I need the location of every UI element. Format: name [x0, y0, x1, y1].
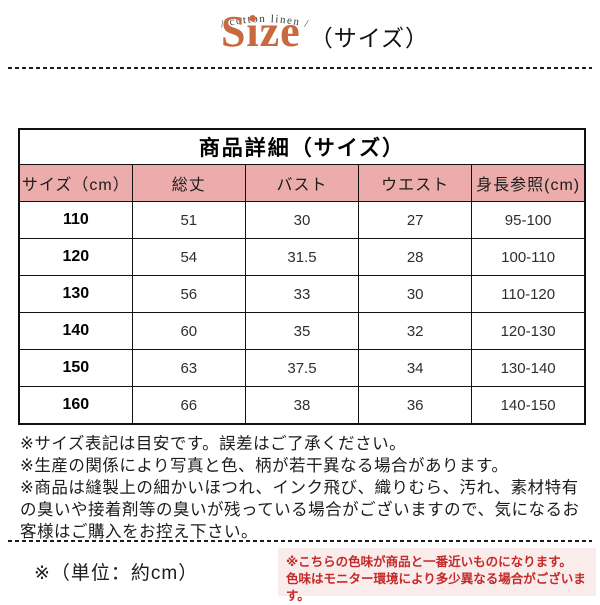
- header-cell-length: 総丈: [131, 164, 246, 202]
- cell-waist: 28: [358, 238, 473, 276]
- dashed-divider-bottom: [8, 540, 592, 542]
- cell-length: 56: [131, 275, 246, 313]
- table-caption-row: 商品詳細（サイズ）: [18, 128, 586, 165]
- table-row: 120 54 31.5 28 100-110: [18, 238, 586, 276]
- cell-length: 66: [131, 386, 246, 425]
- page-header: / cotton linen / Size （サイズ）: [0, 0, 600, 66]
- note-size-disclaimer: ※サイズ表記は目安です。誤差はご了承ください。: [20, 435, 407, 453]
- size-table: 商品詳細（サイズ） サイズ（cm） 総丈 バスト ウエスト 身長参照(cm) 1…: [18, 128, 586, 425]
- table-header-row: サイズ（cm） 総丈 バスト ウエスト 身長参照(cm): [18, 164, 586, 202]
- color-note-line1: ※こちらの色味が商品と一番近いものになります。: [286, 555, 572, 569]
- cell-height-ref: 130-140: [471, 349, 586, 387]
- cell-bust: 30: [244, 201, 360, 239]
- cell-bust: 38: [244, 386, 360, 425]
- cell-bust: 33: [244, 275, 360, 313]
- header-cell-height-ref: 身長参照(cm): [471, 164, 586, 202]
- page-title: Size （サイズ）: [0, 10, 600, 54]
- cell-size: 150: [18, 349, 133, 387]
- cell-bust: 37.5: [244, 349, 360, 387]
- cell-height-ref: 100-110: [471, 238, 586, 276]
- note-quality-disclaimer: ※商品は縫製上の細かいほつれ、インク飛び、織りむら、汚れ、素材特有の臭いや接着剤…: [20, 479, 580, 541]
- header-cell-size: サイズ（cm）: [18, 164, 133, 202]
- table-row: 160 66 38 36 140-150: [18, 386, 586, 425]
- cell-bust: 35: [244, 312, 360, 350]
- cell-height-ref: 140-150: [471, 386, 586, 425]
- note-color-pattern: ※生産の関係により写真と色、柄が若干異なる場合があります。: [20, 457, 509, 475]
- header-cell-bust: バスト: [244, 164, 360, 202]
- cell-waist: 32: [358, 312, 473, 350]
- svg-text:/ cotton linen /: / cotton linen /: [219, 13, 310, 31]
- table-row: 140 60 35 32 120-130: [18, 312, 586, 350]
- table-row: 150 63 37.5 34 130-140: [18, 349, 586, 387]
- header-cell-waist: ウエスト: [358, 164, 473, 202]
- cell-bust: 31.5: [244, 238, 360, 276]
- cell-size: 110: [18, 201, 133, 239]
- table-row: 110 51 30 27 95-100: [18, 201, 586, 239]
- dashed-divider-top: [8, 67, 592, 69]
- cell-waist: 30: [358, 275, 473, 313]
- cell-size: 140: [18, 312, 133, 350]
- cell-length: 63: [131, 349, 246, 387]
- cell-length: 60: [131, 312, 246, 350]
- table-caption: 商品詳細（サイズ）: [18, 128, 586, 165]
- cell-height-ref: 120-130: [471, 312, 586, 350]
- cell-waist: 27: [358, 201, 473, 239]
- brand-arc-label: / cotton linen /: [219, 13, 309, 31]
- cell-size: 120: [18, 238, 133, 276]
- cell-size: 160: [18, 386, 133, 425]
- cell-waist: 36: [358, 386, 473, 425]
- unit-note: ※（単位：約cm）: [34, 563, 199, 584]
- notes-section: ※サイズ表記は目安です。誤差はご了承ください。 ※生産の関係により写真と色、柄が…: [20, 433, 586, 543]
- cell-waist: 34: [358, 349, 473, 387]
- table-row: 130 56 33 30 110-120: [18, 275, 586, 313]
- page-title-jp: （サイズ）: [309, 25, 430, 51]
- color-note-box: ※こちらの色味が商品と一番近いものになります。 色味はモニター環境により多少異な…: [278, 548, 596, 603]
- brand-arc-text: / cotton linen /: [219, 13, 310, 31]
- cell-height-ref: 95-100: [471, 201, 586, 239]
- cell-height-ref: 110-120: [471, 275, 586, 313]
- cell-size: 130: [18, 275, 133, 313]
- page-title-en: Size: [220, 7, 301, 56]
- cell-length: 51: [131, 201, 246, 239]
- cell-length: 54: [131, 238, 246, 276]
